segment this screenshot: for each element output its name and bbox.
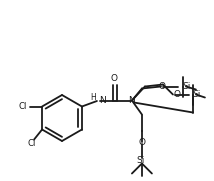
Text: O: O: [158, 82, 165, 91]
Text: O: O: [174, 90, 181, 99]
Text: N: N: [99, 96, 106, 105]
Text: Cl: Cl: [19, 102, 27, 111]
Text: Cl: Cl: [28, 139, 36, 148]
Text: H: H: [90, 93, 96, 102]
Text: Si: Si: [182, 82, 190, 91]
Text: Si: Si: [192, 90, 200, 99]
Text: O: O: [138, 138, 146, 147]
Text: N: N: [129, 96, 135, 105]
Text: Si: Si: [137, 156, 145, 165]
Text: O: O: [110, 74, 117, 83]
